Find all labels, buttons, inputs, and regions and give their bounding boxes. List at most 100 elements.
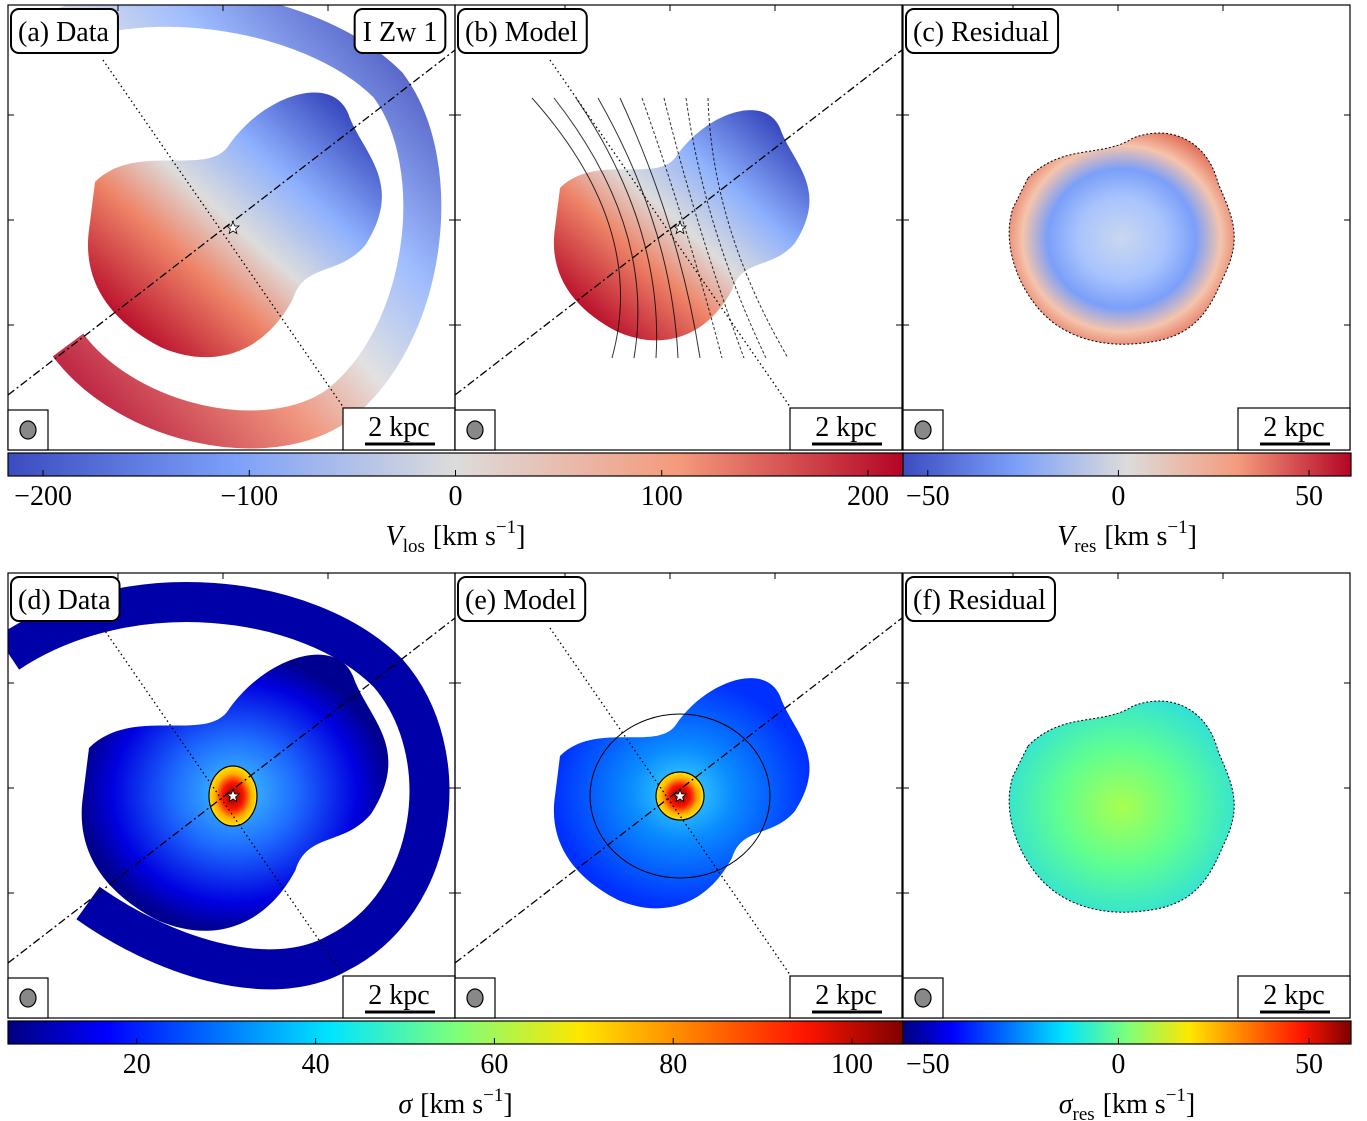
object-name: I Zw 1 xyxy=(363,17,438,48)
outer-ring xyxy=(37,5,442,449)
beam xyxy=(19,988,37,1008)
title-symbol: V xyxy=(1057,521,1077,552)
contour xyxy=(663,97,745,359)
beam xyxy=(466,420,484,440)
colorbar-tick-label: 100 xyxy=(831,1049,873,1080)
panel-frame xyxy=(454,4,903,451)
contour xyxy=(641,97,723,359)
panel-label: (b) Model xyxy=(465,17,578,48)
title-close: ] xyxy=(1188,521,1197,552)
colorbar-tick-label: 40 xyxy=(302,1049,330,1080)
label-box xyxy=(10,576,121,622)
outer-ring xyxy=(8,582,450,990)
title-symbol: σ xyxy=(398,1089,413,1120)
colorbar-tick-label: −200 xyxy=(14,481,72,512)
title-sup: −1 xyxy=(496,517,516,538)
beam xyxy=(466,988,484,1008)
colorbar-title: σres [km s−1] xyxy=(1059,1085,1196,1121)
panel-frame xyxy=(902,4,1351,451)
center-star xyxy=(672,789,688,803)
panel-frame xyxy=(454,572,903,1019)
kinematic-axis xyxy=(455,617,902,964)
map-panel: (f) Residual 2 kpc xyxy=(902,572,1351,1019)
label-box xyxy=(905,576,1056,622)
map xyxy=(455,49,902,450)
colorbar-tick-label: 0 xyxy=(1111,1049,1125,1080)
galaxy xyxy=(87,92,382,358)
scalebar-label: 2 kpc xyxy=(368,980,429,1011)
contour xyxy=(597,97,679,359)
title-sub: los xyxy=(403,536,425,557)
colorbar-tick-label: 0 xyxy=(1111,481,1125,512)
contour xyxy=(707,97,789,359)
contour xyxy=(619,97,701,359)
title-sup: −1 xyxy=(1167,517,1187,538)
colorbar-title: Vres [km s−1] xyxy=(1057,517,1197,557)
contour xyxy=(553,97,639,359)
center-star xyxy=(672,221,688,235)
colorbar xyxy=(7,1020,904,1045)
kinematic-axis xyxy=(8,49,455,396)
label-box xyxy=(905,8,1060,54)
colorbar-tick-label: 100 xyxy=(641,481,683,512)
contour xyxy=(589,713,771,879)
colorbar-tick-label: 200 xyxy=(847,481,889,512)
colorbar-title: σ [km s−1] xyxy=(398,1085,512,1120)
beam xyxy=(19,420,37,440)
object-box xyxy=(353,8,447,54)
map xyxy=(8,582,455,1018)
scalebar-label: 2 kpc xyxy=(368,412,429,443)
kinematic-axis xyxy=(8,617,455,964)
colorbar-tick-label: −50 xyxy=(906,1049,950,1080)
beam-box xyxy=(454,977,496,1019)
colorbar-tick-label: 50 xyxy=(1295,1049,1323,1080)
title-symbol: σ xyxy=(1059,1089,1074,1120)
contour xyxy=(531,97,621,359)
panel-frame xyxy=(902,572,1351,1019)
colorbar-tick-label: 20 xyxy=(123,1049,151,1080)
title-sup: −1 xyxy=(1166,1085,1186,1106)
beam xyxy=(914,420,932,440)
colorbar-tick-label: 0 xyxy=(449,481,463,512)
colorbar xyxy=(902,1020,1352,1045)
panel-label: (e) Model xyxy=(465,585,576,616)
label-box xyxy=(457,576,587,622)
panel-label: (a) Data xyxy=(18,17,110,48)
map xyxy=(1008,132,1235,345)
map-panel: (b) Model 2 kpc xyxy=(454,4,903,451)
title-sub: res xyxy=(1074,536,1096,557)
colorbar-tick-label: 50 xyxy=(1295,481,1323,512)
title-symbol: V xyxy=(386,521,406,552)
contour xyxy=(685,97,767,359)
kinematic-axis xyxy=(455,49,902,396)
title-close: ] xyxy=(516,521,525,552)
map-panel: (a) Data I Zw 1 2 kpc xyxy=(7,4,456,451)
title-close: ] xyxy=(503,1089,512,1120)
title-unit: [km s xyxy=(1103,1089,1166,1120)
map-panel: (c) Residual 2 kpc xyxy=(902,4,1351,451)
colorbar-tick-label: 60 xyxy=(480,1049,508,1080)
colorbar-title: Vlos [km s−1] xyxy=(386,517,526,557)
galaxy xyxy=(1008,700,1235,913)
map xyxy=(455,617,902,1018)
colorbar-tick-label: −50 xyxy=(906,481,950,512)
map-panel: (d) Data 2 kpc xyxy=(7,572,456,1019)
galaxy xyxy=(1008,132,1235,345)
center-star xyxy=(225,221,241,235)
title-sup: −1 xyxy=(483,1085,503,1106)
beam xyxy=(914,988,932,1008)
label-box xyxy=(10,8,119,54)
label-box xyxy=(457,8,588,54)
scalebar-label: 2 kpc xyxy=(1263,412,1324,443)
title-unit: [km s xyxy=(433,521,496,552)
panel-label: (c) Residual xyxy=(913,17,1049,48)
map-panel: (e) Model 2 kpc xyxy=(454,572,903,1019)
title-unit: [km s xyxy=(1104,521,1167,552)
colorbar-tick-label: 80 xyxy=(659,1049,687,1080)
scalebar-label: 2 kpc xyxy=(1263,980,1324,1011)
center-star xyxy=(225,789,241,803)
title-close: ] xyxy=(1186,1089,1195,1120)
panel-label: (d) Data xyxy=(18,585,111,616)
colorbar-tick-label: −100 xyxy=(220,481,278,512)
map xyxy=(8,5,455,450)
